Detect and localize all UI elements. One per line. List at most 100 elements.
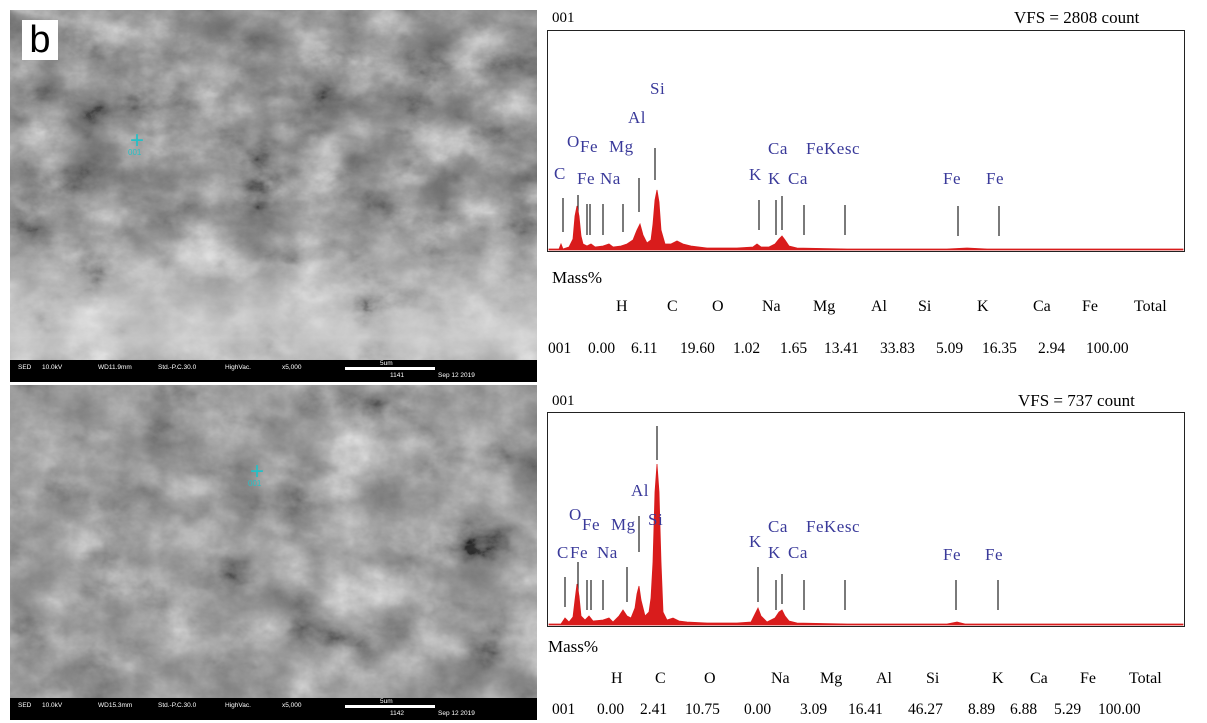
sem-std: Std.-P.C.30.0: [158, 364, 197, 371]
sem-kv: 10.0kV: [42, 364, 63, 371]
sem-info-bar: SED 10.0kV WD11.9mm Std.-P.C.30.0 HighVa…: [10, 360, 537, 382]
value-al: 13.41: [824, 340, 859, 357]
sem-texture: [10, 385, 537, 720]
scale-bar: [345, 705, 435, 708]
header-o: O: [712, 298, 724, 315]
peak-label-fe: Fe: [580, 137, 598, 156]
sem-wd: WD11.9mm: [98, 364, 132, 371]
marker-label: 001: [248, 479, 262, 488]
value-k: 5.09: [936, 340, 964, 357]
value-h: 0.00: [588, 340, 616, 357]
peak-label-na: Na: [600, 169, 621, 188]
peak-label-si: Si: [648, 510, 664, 529]
sem-image-top: b + 001 SED 10.0kV WD11.9mm Std.-P.C.30.…: [10, 10, 537, 382]
row-id: 001: [552, 701, 576, 718]
spectrum-id: 001: [552, 10, 575, 26]
sem-mag: x5,000: [282, 702, 302, 709]
scale-bar: [345, 367, 435, 370]
mass-header-row: H C O Na Mg Al Si K Ca Fe Total: [0, 298, 1207, 320]
scale-label: 5um: [380, 698, 393, 705]
peak-label-o: O: [569, 505, 582, 524]
sem-mode: SED: [18, 702, 32, 709]
value-o: 10.75: [685, 701, 720, 718]
peak-label-k: K: [768, 543, 781, 562]
value-fe: 5.29: [1054, 701, 1082, 718]
value-c: 2.41: [640, 701, 668, 718]
eds-spectrum-bottom: [547, 412, 1187, 629]
mass-header-row: H C O Na Mg Al Si K Ca Fe Total: [0, 670, 1207, 692]
spectrum-trace: [548, 189, 1184, 251]
peak-label-fe: Fe: [985, 545, 1003, 564]
peak-label-fe: Fe: [986, 169, 1004, 188]
header-ca: Ca: [1030, 670, 1048, 687]
header-si: Si: [918, 298, 932, 315]
sem-vac: HighVac.: [225, 702, 251, 709]
value-na: 0.00: [744, 701, 772, 718]
header-k: K: [992, 670, 1004, 687]
header-h: H: [616, 298, 628, 315]
value-h: 0.00: [597, 701, 625, 718]
marker-label: 001: [128, 148, 142, 157]
sem-std: Std.-P.C.30.0: [158, 702, 197, 709]
mass-value-row: 001 0.00 6.11 19.60 1.02 1.65 13.41 33.8…: [0, 340, 1207, 362]
value-o: 19.60: [680, 340, 715, 357]
peak-label-c: C: [554, 164, 566, 183]
measurement-marker: + 001: [128, 127, 145, 158]
row-id: 001: [548, 340, 572, 357]
peak-label-al: Al: [628, 108, 646, 127]
sem-texture: [10, 10, 537, 382]
panel-label: b: [22, 20, 58, 60]
sem-info-bar: SED 10.0kV WD15.3mm Std.-P.C.30.0 HighVa…: [10, 698, 537, 720]
sem-frame: 1142: [390, 710, 404, 717]
value-ca: 16.35: [982, 340, 1017, 357]
value-k: 8.89: [968, 701, 996, 718]
sem-mag: x5,000: [282, 364, 302, 371]
value-fe: 2.94: [1038, 340, 1066, 357]
value-al: 16.41: [848, 701, 883, 718]
peak-label-mg: Mg: [611, 515, 636, 534]
peak-label-fe: Fe: [577, 169, 595, 188]
peak-label-ca: Ca: [768, 517, 788, 536]
sem-vac: HighVac.: [225, 364, 251, 371]
peak-label-na: Na: [597, 543, 618, 562]
spectrum-plot: [547, 30, 1185, 252]
value-c: 6.11: [631, 340, 658, 357]
vfs-readout: VFS = 737 count: [1018, 391, 1135, 410]
peak-label-ca: Ca: [788, 543, 808, 562]
crosshair-icon: +: [130, 127, 145, 154]
measurement-marker: + 001: [248, 460, 264, 489]
header-o: O: [704, 670, 716, 687]
header-fe: Fe: [1082, 298, 1098, 315]
value-si: 33.83: [880, 340, 915, 357]
peak-label-fekesc: FeKesc: [806, 517, 860, 536]
value-si: 46.27: [908, 701, 943, 718]
header-c: C: [667, 298, 678, 315]
value-total: 100.00: [1086, 340, 1129, 357]
vfs-readout: VFS = 2808 count: [1014, 8, 1140, 27]
peak-label-ca: Ca: [788, 169, 808, 188]
value-na: 1.02: [733, 340, 761, 357]
header-total: Total: [1134, 298, 1167, 315]
peak-label-k: K: [768, 169, 781, 188]
scale-label: 5um: [380, 360, 393, 367]
peak-label-mg: Mg: [609, 137, 634, 156]
peak-label-o: O: [567, 132, 580, 151]
peak-label-fe: Fe: [943, 169, 961, 188]
header-mg: Mg: [813, 298, 836, 315]
mass-value-row: 001 0.00 2.41 10.75 0.00 3.09 16.41 46.2…: [0, 701, 1207, 723]
header-si: Si: [926, 670, 940, 687]
header-mg: Mg: [820, 670, 843, 687]
peak-label-al: Al: [631, 481, 649, 500]
header-h: H: [611, 670, 623, 687]
peak-label-fekesc: FeKesc: [806, 139, 860, 158]
header-ca: Ca: [1033, 298, 1051, 315]
sem-mode: SED: [18, 364, 32, 371]
header-na: Na: [762, 298, 781, 315]
header-al: Al: [871, 298, 887, 315]
peak-label-k: K: [749, 532, 762, 551]
peak-label-ca: Ca: [768, 139, 788, 158]
spectrum-trace: [548, 463, 1184, 626]
header-c: C: [655, 670, 666, 687]
eds-spectrum-top: [547, 30, 1187, 254]
header-total: Total: [1129, 670, 1162, 687]
